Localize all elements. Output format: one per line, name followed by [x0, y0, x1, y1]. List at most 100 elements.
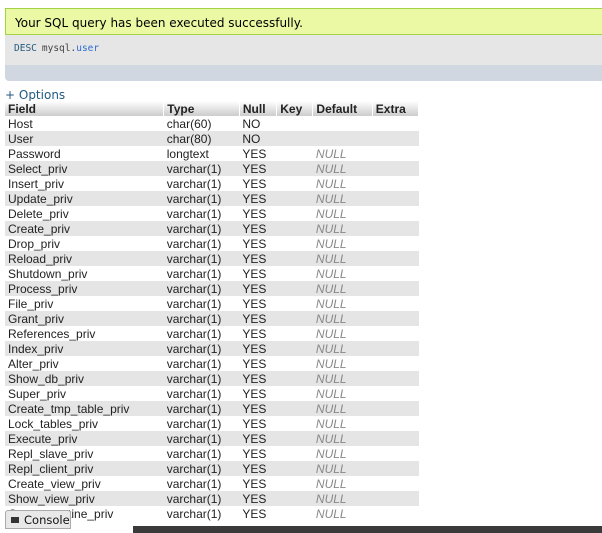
cell-key: [276, 281, 313, 296]
cell-field: Insert_priv: [8, 176, 65, 191]
cell-extra: [372, 416, 418, 431]
table-row: Execute_priv varchar(1) YES NULL: [5, 431, 419, 446]
cell-null: YES: [242, 176, 267, 191]
cell-extra: [372, 371, 419, 386]
cell-type: varchar(1): [163, 461, 240, 476]
table-row: Show_view_priv varchar(1) YES NULL: [5, 491, 419, 506]
cell-extra: [372, 131, 419, 146]
cell-null: YES: [242, 386, 267, 401]
table-row: User char(80) NO: [5, 131, 419, 146]
console-button[interactable]: Console: [5, 510, 71, 529]
cell-extra: [372, 431, 419, 446]
cell-field: Process_priv: [5, 281, 164, 296]
cell-default: NULL: [312, 431, 373, 446]
table-row: References_priv varchar(1) YES NULL: [5, 326, 419, 341]
table-row: Index_priv varchar(1) YES NULL: [5, 341, 419, 356]
cell-key: [276, 251, 313, 266]
cell-default: NULL: [315, 356, 347, 371]
cell-key: [276, 341, 313, 356]
cell-type: varchar(1): [166, 476, 222, 491]
table-row: Repl_slave_priv varchar(1) YES NULL: [5, 446, 419, 461]
cell-type: varchar(1): [166, 206, 222, 221]
cell-extra: [372, 251, 419, 266]
cell-default: NULL: [312, 311, 373, 326]
cell-key: [277, 506, 313, 521]
cell-extra: [372, 386, 418, 401]
cell-null: YES: [239, 281, 277, 296]
cell-extra: [372, 206, 418, 221]
cell-type: varchar(1): [166, 266, 222, 281]
cell-type: varchar(1): [166, 506, 222, 521]
cell-default: NULL: [315, 476, 347, 491]
cell-null: NO: [239, 131, 277, 146]
success-message: Your SQL query has been executed success…: [5, 8, 602, 35]
cell-field: Repl_slave_priv: [8, 446, 94, 461]
sql-database: mysql.: [41, 43, 77, 54]
cell-type: varchar(1): [163, 281, 240, 296]
cell-null: YES: [239, 431, 277, 446]
cell-default: NULL: [312, 371, 373, 386]
cell-default: NULL: [312, 491, 373, 506]
cell-key: [277, 446, 313, 461]
cell-field: Lock_tables_priv: [8, 416, 99, 431]
cell-type: varchar(1): [163, 221, 240, 236]
cell-type: varchar(1): [163, 491, 240, 506]
cell-key: [277, 266, 313, 281]
table-row: Drop_priv varchar(1) YES NULL: [5, 236, 419, 251]
cell-default: NULL: [315, 146, 347, 161]
table-row: Delete_priv varchar(1) YES NULL: [5, 206, 419, 221]
sql-table[interactable]: user: [76, 43, 100, 54]
cell-key: [277, 116, 313, 131]
cell-default: NULL: [312, 461, 373, 476]
cell-type: varchar(1): [163, 401, 240, 416]
cell-key: [276, 491, 313, 506]
table-row: Repl_client_priv varchar(1) YES NULL: [5, 461, 419, 476]
cell-key: [276, 161, 313, 176]
cell-null: YES: [239, 251, 277, 266]
cell-field: Alter_priv: [8, 356, 59, 371]
cell-null: YES: [242, 206, 267, 221]
cell-type: varchar(1): [163, 371, 240, 386]
cell-default: NULL: [312, 191, 373, 206]
column-header: Null: [239, 101, 278, 116]
table-row: Grant_priv varchar(1) YES NULL: [5, 311, 419, 326]
cell-field: References_priv: [8, 326, 96, 341]
cell-default: NULL: [315, 326, 347, 341]
cell-type: varchar(1): [163, 251, 240, 266]
cell-extra: [372, 476, 418, 491]
cell-field: Grant_priv: [5, 311, 164, 326]
table-row: Super_priv varchar(1) YES NULL: [5, 386, 419, 401]
table-row: Create_priv varchar(1) YES NULL: [5, 221, 419, 236]
cell-key: [276, 401, 313, 416]
cell-null: YES: [239, 401, 277, 416]
cell-default: NULL: [315, 206, 347, 221]
column-header: Field: [5, 101, 165, 116]
cell-field: Host: [8, 116, 33, 131]
cell-extra: [372, 326, 418, 341]
options-link[interactable]: + Options: [5, 88, 66, 102]
cell-null: YES: [239, 491, 277, 506]
cell-default: NULL: [312, 161, 373, 176]
result-table: Field Type Null Key Default Extra Host char(60…: [5, 101, 420, 521]
cell-field: User: [5, 131, 164, 146]
table-row: Host char(60) NO: [5, 116, 419, 131]
cell-key: [277, 206, 313, 221]
cell-default: NULL: [312, 401, 373, 416]
table-row: Show_db_priv varchar(1) YES NULL: [5, 371, 419, 386]
cell-extra: [372, 191, 419, 206]
cell-default: [312, 131, 373, 146]
cell-null: YES: [239, 191, 277, 206]
cell-type: varchar(1): [163, 341, 240, 356]
column-header: Key: [276, 101, 314, 116]
table-row: Reload_priv varchar(1) YES NULL: [5, 251, 419, 266]
cell-null: YES: [242, 296, 267, 311]
cell-extra: [372, 281, 419, 296]
cell-default: NULL: [312, 221, 373, 236]
cell-extra: [372, 341, 419, 356]
cell-null: YES: [242, 446, 267, 461]
cell-null: YES: [239, 461, 277, 476]
query-toolbar: [5, 65, 602, 81]
cell-field: Drop_priv: [8, 236, 61, 251]
cell-extra: [372, 491, 419, 506]
cell-key: [277, 386, 313, 401]
